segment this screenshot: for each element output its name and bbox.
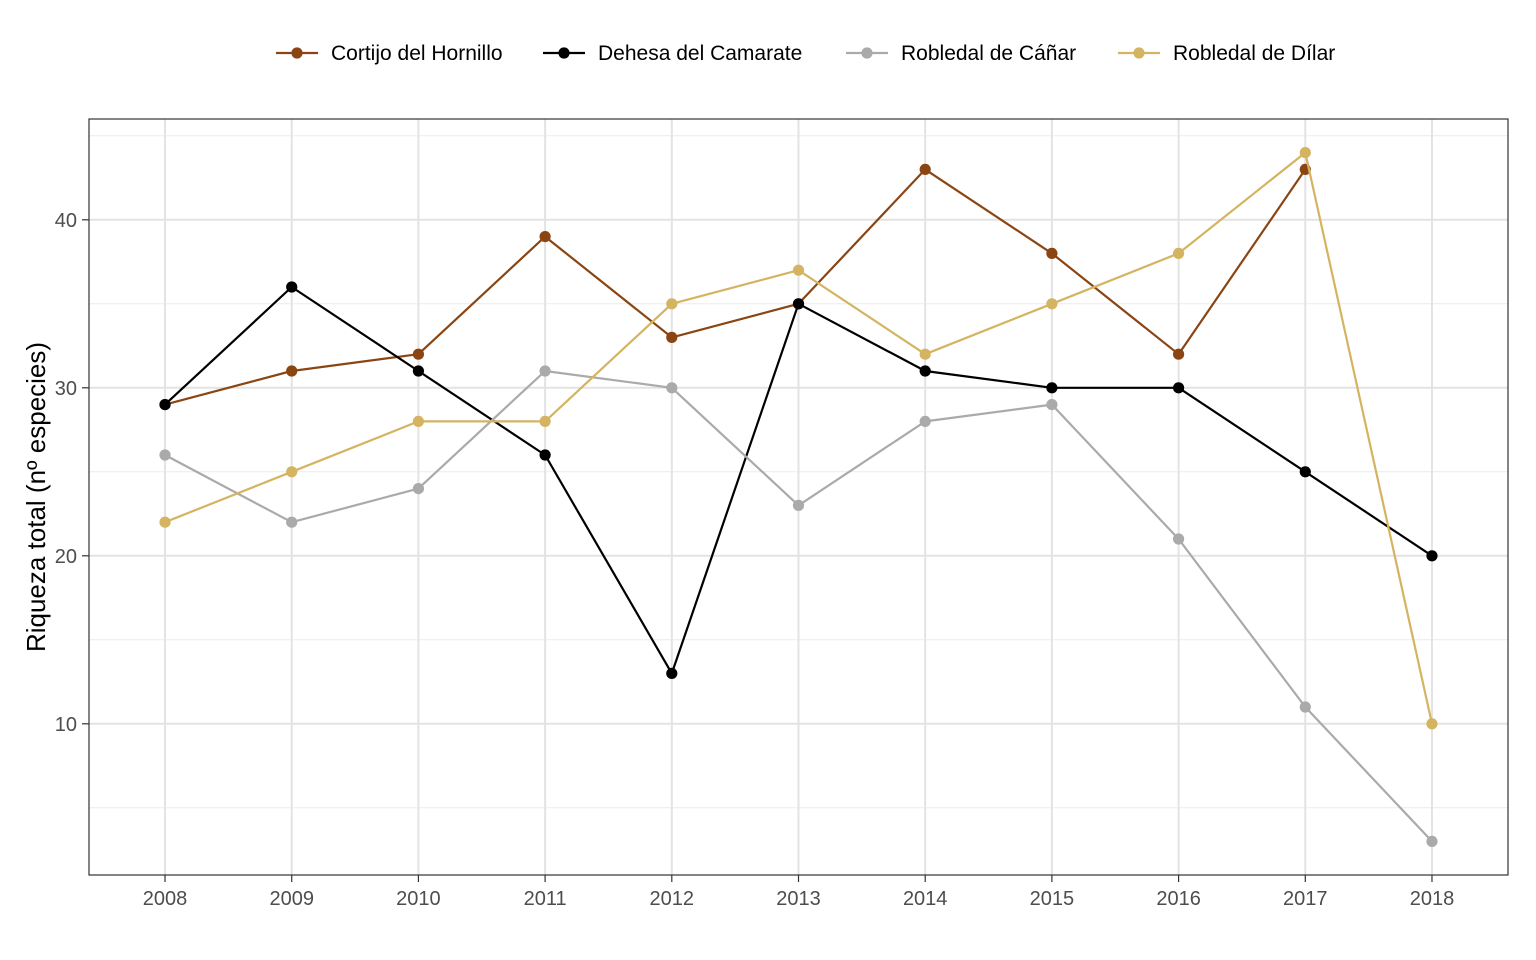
series-4 (159, 147, 1438, 730)
legend-label: Cortijo del Hornillo (331, 42, 503, 65)
data-point (1299, 147, 1311, 159)
data-point (539, 231, 551, 243)
data-point (1046, 399, 1058, 411)
series-layer (159, 147, 1438, 848)
data-point (412, 365, 425, 377)
data-point (666, 667, 678, 680)
data-point (539, 415, 551, 427)
data-point (1426, 550, 1438, 562)
data-point (792, 298, 805, 310)
series-line (164, 168, 1307, 406)
data-point (919, 348, 931, 360)
x-tick-label: 2009 (269, 888, 314, 910)
data-point (539, 365, 551, 377)
data-point (286, 365, 298, 377)
y-tick-label: 30 (55, 378, 77, 400)
data-point (919, 163, 931, 175)
data-point (412, 483, 425, 495)
legend-item: Robledal de Dílar (1118, 42, 1335, 65)
data-point (539, 449, 551, 461)
x-tick-label: 2017 (1283, 888, 1328, 910)
legend-item: Dehesa del Camarate (543, 42, 802, 65)
data-point (1046, 298, 1058, 310)
x-tick-label: 2013 (776, 888, 821, 910)
data-point (666, 298, 678, 310)
x-tick-label: 2014 (903, 888, 948, 910)
data-point (792, 499, 805, 511)
data-point (159, 399, 171, 411)
y-tick-label: 10 (55, 714, 77, 736)
x-tick-label: 2016 (1156, 888, 1201, 910)
legend-label: Dehesa del Camarate (598, 42, 802, 65)
data-point (1299, 701, 1311, 713)
data-point (1046, 382, 1058, 394)
y-tick-label: 40 (55, 210, 77, 232)
data-point (1172, 348, 1185, 360)
data-point (412, 415, 425, 427)
legend-marker (1133, 47, 1145, 59)
x-tick-label: 2012 (650, 888, 695, 910)
data-point (159, 516, 171, 528)
data-point (666, 331, 678, 343)
legend-marker (558, 47, 570, 59)
data-point (1426, 718, 1438, 730)
data-point (1172, 247, 1185, 259)
data-point (1172, 382, 1185, 394)
data-point (286, 516, 298, 528)
data-point (1172, 533, 1185, 545)
data-point (286, 281, 298, 293)
legend-label: Robledal de Cáñar (901, 42, 1076, 65)
data-point (286, 466, 298, 478)
x-axis: 2008 2009 2010 2011 2012 2013 2014 2015 2016 2017… (143, 875, 1454, 910)
x-tick-label: 2011 (524, 888, 567, 910)
y-tick-label: 20 (55, 546, 77, 568)
legend-item: Robledal de Cáñar (846, 42, 1076, 65)
data-point (1426, 835, 1438, 848)
legend-item: Cortijo del Hornillo (276, 42, 503, 65)
legend-marker (861, 47, 873, 59)
y-axis: 10 20 30 40 (55, 210, 89, 736)
data-point (919, 415, 931, 427)
legend-label: Robledal de Dílar (1173, 42, 1335, 65)
data-point (1299, 466, 1311, 478)
series-2 (159, 281, 1438, 680)
data-point (159, 449, 171, 461)
legend: Cortijo del Hornillo Dehesa del Camarate R… (276, 42, 1335, 65)
data-point (412, 348, 425, 360)
x-tick-label: 2018 (1410, 888, 1455, 910)
data-point (666, 382, 678, 394)
series-3 (159, 365, 1438, 848)
x-tick-label: 2015 (1030, 888, 1075, 910)
x-tick-label: 2008 (143, 888, 188, 910)
legend-marker (291, 47, 303, 59)
x-tick-label: 2010 (396, 888, 441, 910)
data-point (1046, 247, 1058, 259)
data-point (919, 365, 931, 377)
data-point (792, 264, 805, 276)
y-axis-title: Riqueza total (nº especies) (21, 342, 51, 652)
